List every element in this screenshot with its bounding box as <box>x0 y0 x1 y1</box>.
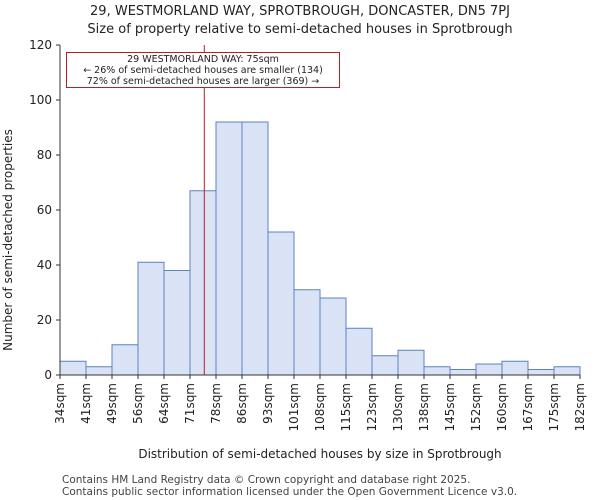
x-tick-label: 182sqm <box>573 383 587 431</box>
x-tick-label: 167sqm <box>521 383 535 431</box>
histogram-bar <box>319 297 347 376</box>
x-tick-label: 175sqm <box>547 383 561 431</box>
x-tick-label: 64sqm <box>157 383 171 424</box>
histogram-bar <box>111 344 139 376</box>
x-tick-label: 130sqm <box>391 383 405 431</box>
histogram-bar <box>293 289 321 376</box>
x-tick-label: 138sqm <box>417 383 431 431</box>
chart-subtitle: Size of property relative to semi-detach… <box>87 22 513 37</box>
x-tick-label: 34sqm <box>53 383 67 424</box>
histogram-bar <box>527 369 555 376</box>
x-tick-label: 56sqm <box>131 383 145 424</box>
histogram-bar <box>59 360 87 376</box>
y-tick-label: 0 <box>44 368 52 382</box>
histogram-bar <box>553 366 581 376</box>
x-tick-label: 93sqm <box>261 383 275 424</box>
x-tick-label: 86sqm <box>235 383 249 424</box>
annotation-line-2: ← 26% of semi-detached houses are smalle… <box>83 65 323 76</box>
histogram-bar <box>163 270 191 376</box>
y-tick-label: 40 <box>37 258 52 272</box>
footer-line-2: Contains public sector information licen… <box>62 486 518 498</box>
y-tick-label: 120 <box>29 38 52 52</box>
y-axis-label: Number of semi-detached properties <box>1 129 15 351</box>
histogram-bar <box>475 363 503 376</box>
histogram-bar <box>137 261 165 376</box>
histogram-bar <box>449 369 477 376</box>
footer-line-1: Contains HM Land Registry data © Crown c… <box>62 474 471 486</box>
annotation-box: 29 WESTMORLAND WAY: 75sqm ← 26% of semi-… <box>66 52 340 88</box>
histogram-bar <box>397 349 425 376</box>
x-tick-label: 49sqm <box>105 383 119 424</box>
histogram-bar <box>189 190 217 376</box>
histogram-bar <box>345 327 373 376</box>
histogram-bar <box>371 355 399 376</box>
y-tick-label: 20 <box>37 313 52 327</box>
histogram-bar <box>423 366 451 376</box>
histogram-bar <box>85 366 113 376</box>
histogram-bar <box>215 121 243 376</box>
chart-title: 29, WESTMORLAND WAY, SPROTBROUGH, DONCAS… <box>90 4 510 19</box>
annotation-line-3: 72% of semi-detached houses are larger (… <box>86 76 320 87</box>
x-tick-label: 115sqm <box>339 383 353 431</box>
y-tick-label: 60 <box>37 203 52 217</box>
y-tick-label: 80 <box>37 148 52 162</box>
x-axis-label: Distribution of semi-detached houses by … <box>138 447 501 461</box>
x-tick-label: 152sqm <box>469 383 483 431</box>
annotation-line-1: 29 WESTMORLAND WAY: 75sqm <box>127 54 279 65</box>
x-tick-label: 145sqm <box>443 383 457 431</box>
x-tick-label: 78sqm <box>209 383 223 424</box>
histogram-bar <box>241 121 269 376</box>
x-tick-label: 71sqm <box>183 383 197 424</box>
x-tick-label: 41sqm <box>79 383 93 424</box>
histogram-bar <box>267 231 295 376</box>
y-tick-label: 100 <box>29 93 52 107</box>
x-tick-label: 123sqm <box>365 383 379 431</box>
x-tick-label: 101sqm <box>287 383 301 431</box>
x-tick-label: 108sqm <box>313 383 327 431</box>
histogram-bar <box>501 360 529 376</box>
x-tick-label: 160sqm <box>495 383 509 431</box>
